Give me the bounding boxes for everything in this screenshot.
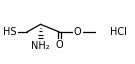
Text: HCl: HCl — [110, 27, 127, 37]
Text: NH₂: NH₂ — [31, 41, 50, 51]
Text: HS: HS — [3, 27, 17, 37]
Text: O: O — [56, 40, 63, 50]
Text: O: O — [74, 27, 81, 37]
